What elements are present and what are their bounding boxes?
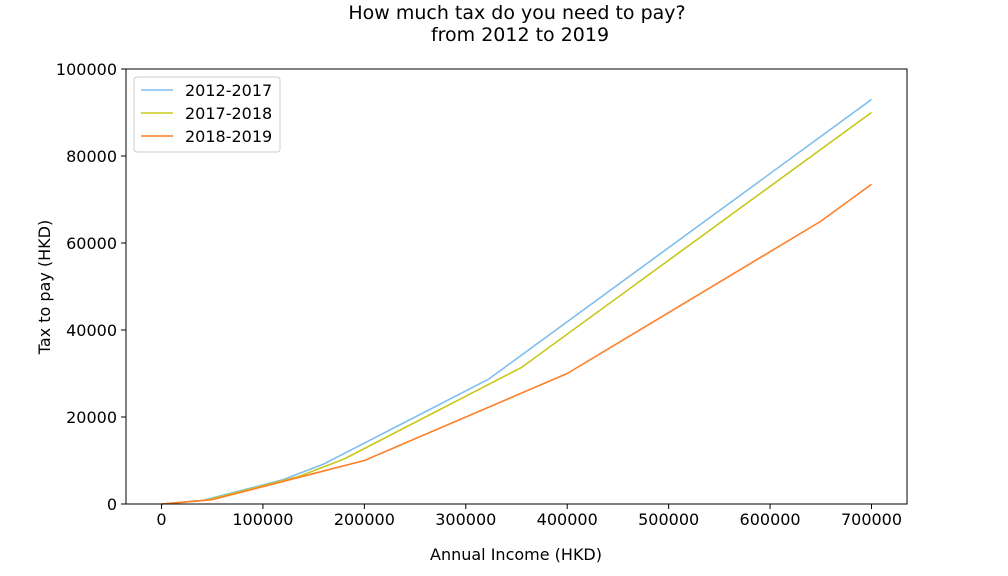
series-line-2012-2017 [161,98,872,505]
y-axis-label: Tax to pay (HKD) [35,220,54,355]
x-tick-label: 500000 [638,510,699,529]
plot-frame [125,68,908,505]
y-tick-label: 0 [107,495,117,514]
legend-label: 2017-2018 [185,104,272,123]
series-line-2017-2018 [161,111,872,505]
x-tick-label: 200000 [334,510,395,529]
x-tick-label: 700000 [841,510,902,529]
x-tick-label: 300000 [435,510,496,529]
legend-label: 2018-2019 [185,127,272,146]
y-tick-label: 100000 [56,60,117,79]
y-tick-label: 20000 [66,408,117,427]
x-tick-label: 100000 [232,510,293,529]
chart-title-line-1: How much tax do you need to pay? [348,2,685,24]
x-tick-label: 600000 [740,510,801,529]
series-line-2018-2019 [161,183,872,505]
x-axis-label: Annual Income (HKD) [430,545,602,564]
x-tick-label: 400000 [537,510,598,529]
y-tick-label: 80000 [66,147,117,166]
x-tick-label: 0 [156,510,166,529]
y-tick-label: 60000 [66,234,117,253]
legend-box [133,76,281,153]
legend: 2012-2017 2017-2018 2018-2019 [133,76,281,153]
legend-label: 2012-2017 [185,81,272,100]
y-tick-label: 40000 [66,321,117,340]
plot-area: 0 100000 200000 300000 400000 500000 600000 700… [56,60,908,529]
chart-title-line-2: from 2012 to 2019 [431,24,609,46]
